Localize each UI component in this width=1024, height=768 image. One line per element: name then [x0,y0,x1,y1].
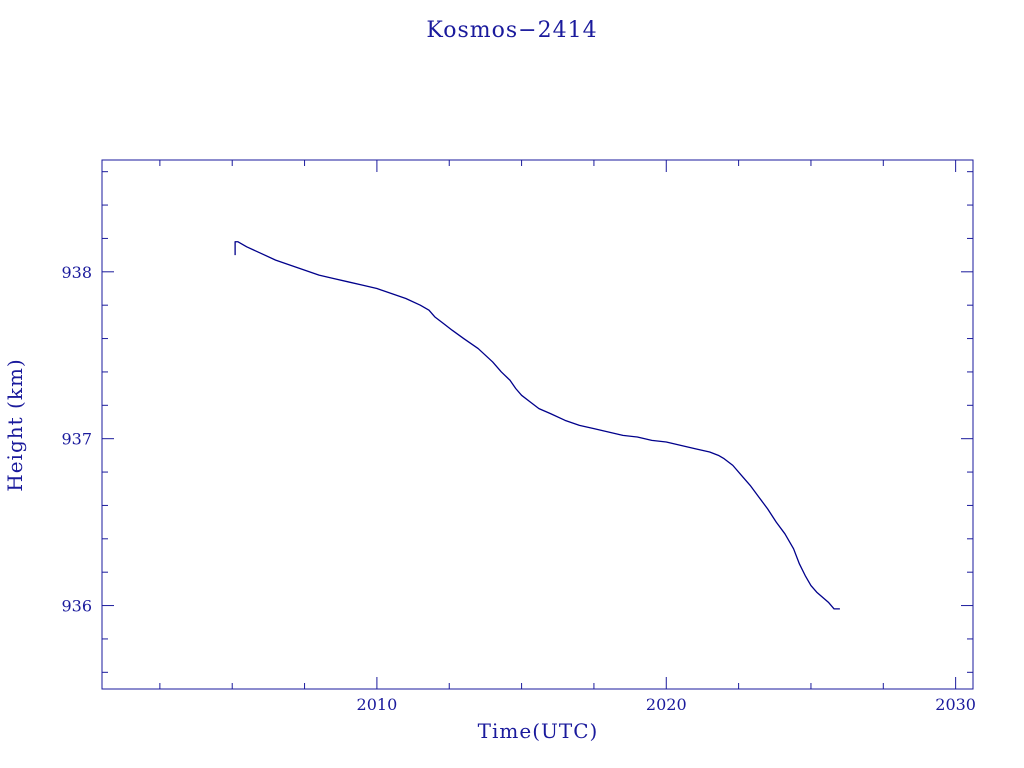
x-tick-label: 2010 [357,695,398,714]
axis-ticks [102,160,973,689]
plot-frame [101,159,974,690]
chart-title: Kosmos−2414 [426,18,597,43]
y-tick-label: 937 [61,430,92,449]
tick-labels: 2010 2020 2030 936 937 938 [61,263,976,714]
y-tick-label: 938 [61,263,92,282]
y-axis-label: Height (km) [3,358,27,491]
x-tick-label: 2030 [935,695,976,714]
series-line [234,241,840,610]
x-tick-label: 2020 [646,695,687,714]
x-axis-label: Time(UTC) [478,719,599,743]
y-tick-label: 936 [61,597,92,616]
